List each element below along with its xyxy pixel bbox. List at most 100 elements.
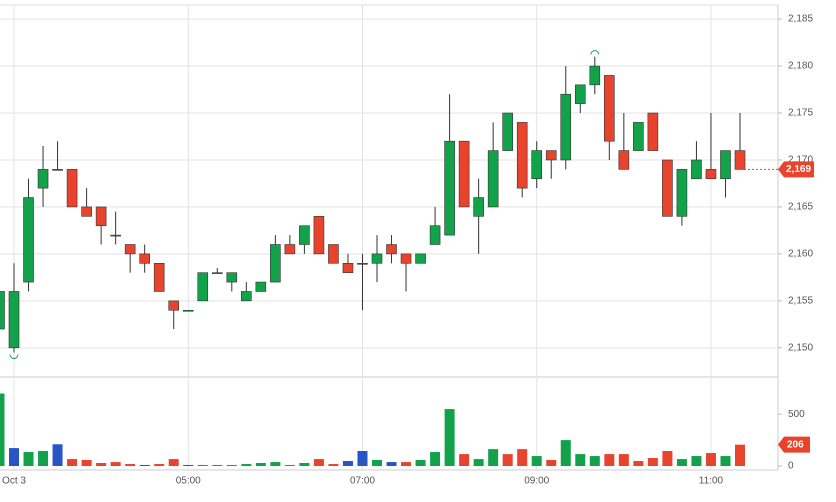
candle-body	[8, 291, 20, 349]
volume-bar	[241, 464, 252, 466]
candle-body	[502, 112, 513, 151]
y-tick-label: 2,170	[788, 155, 813, 166]
candle-body	[124, 244, 136, 255]
volume-bar	[705, 453, 716, 466]
candle-body	[516, 122, 528, 189]
candle-body	[734, 150, 746, 170]
candle-body	[255, 281, 267, 292]
volume-bar	[67, 459, 78, 466]
volume-bar	[488, 449, 499, 466]
volume-bar	[430, 452, 441, 466]
volume-bar	[110, 462, 121, 466]
candle-body	[574, 84, 586, 104]
volume-bar	[560, 440, 571, 466]
y-tick-label: 2,155	[788, 296, 813, 307]
volume-bar	[372, 459, 382, 466]
volume-bar	[0, 393, 5, 466]
candle-body	[662, 159, 673, 217]
volume-bar	[401, 462, 412, 466]
volume-bar	[604, 454, 615, 466]
candle-body	[241, 291, 252, 302]
last-volume-label: 206	[787, 439, 804, 450]
candle-body	[182, 309, 194, 312]
x-tick-label: 09:00	[524, 476, 549, 487]
candle-body	[473, 197, 484, 217]
y-tick-label: 0	[788, 461, 794, 472]
volume-bar	[444, 409, 455, 466]
volume-bar	[546, 459, 557, 466]
candle-body	[226, 272, 238, 283]
volume-bar	[168, 459, 179, 466]
volume-bar	[459, 454, 470, 466]
candle-body	[415, 253, 426, 264]
candle-body	[386, 244, 397, 255]
volume-bar	[96, 462, 107, 466]
candle-body	[211, 272, 223, 274]
candle-body	[444, 140, 455, 236]
volume-bar	[531, 456, 542, 466]
candle-body	[691, 159, 702, 180]
candle-body	[647, 112, 659, 151]
volume-bar	[502, 454, 513, 466]
volume-bar	[328, 464, 339, 466]
candle-body	[95, 206, 107, 227]
candle-body	[153, 262, 165, 292]
volume-bar	[357, 450, 368, 466]
candle-body	[328, 244, 339, 264]
candle-body	[371, 253, 383, 264]
volume-bar	[139, 464, 150, 466]
candle-body	[313, 216, 325, 255]
candle-body	[37, 169, 49, 189]
candle-body	[604, 75, 615, 142]
candle-body	[52, 169, 63, 171]
x-tick-label: 11:00	[699, 476, 724, 487]
volume-bar	[270, 462, 281, 466]
candle-body	[139, 253, 150, 264]
volume-bar	[154, 464, 165, 466]
x-tick-label: 07:00	[350, 476, 375, 487]
volume-bar	[662, 450, 673, 466]
volume-bar	[691, 456, 702, 466]
y-tick-label: 2,175	[788, 108, 813, 119]
x-tick-label: Oct 3	[2, 476, 26, 487]
candle-body	[458, 140, 470, 208]
low-marker	[9, 354, 19, 360]
candle-body	[357, 262, 368, 265]
y-tick-label: 2,160	[788, 249, 813, 260]
volume-bar	[197, 464, 208, 466]
candle-body	[545, 150, 557, 161]
candle-body	[0, 291, 5, 330]
candle-body	[633, 122, 644, 151]
candle-body	[531, 150, 543, 180]
candle-body	[589, 65, 601, 86]
last-volume-badge	[778, 436, 810, 453]
volume-bar	[52, 444, 63, 466]
volume-bar	[284, 464, 295, 466]
volume-bar	[618, 454, 629, 466]
volume-bar	[415, 459, 426, 466]
candle-body	[705, 169, 717, 180]
volume-bar	[38, 450, 49, 466]
volume-bar	[313, 459, 324, 466]
y-tick-label: 2,180	[788, 61, 813, 72]
volume-bar	[212, 464, 223, 466]
y-tick-label: 2,185	[788, 14, 813, 25]
candle-body	[720, 150, 731, 180]
candle-body	[400, 253, 412, 264]
volume-bar	[735, 444, 745, 466]
volume-bar	[647, 458, 658, 466]
volume-bar	[183, 464, 194, 466]
candle-body	[284, 244, 296, 255]
last-price-label: 2,169	[786, 164, 811, 175]
volume-bar	[342, 461, 353, 466]
last-price-badge	[778, 161, 814, 178]
candle-body	[66, 169, 78, 208]
candle-body	[81, 206, 92, 217]
volume-bar	[9, 448, 19, 466]
volume-bar	[676, 459, 687, 466]
x-tick-label: 05:00	[176, 476, 201, 487]
candle-body	[618, 150, 630, 170]
volume-bar	[386, 462, 397, 466]
